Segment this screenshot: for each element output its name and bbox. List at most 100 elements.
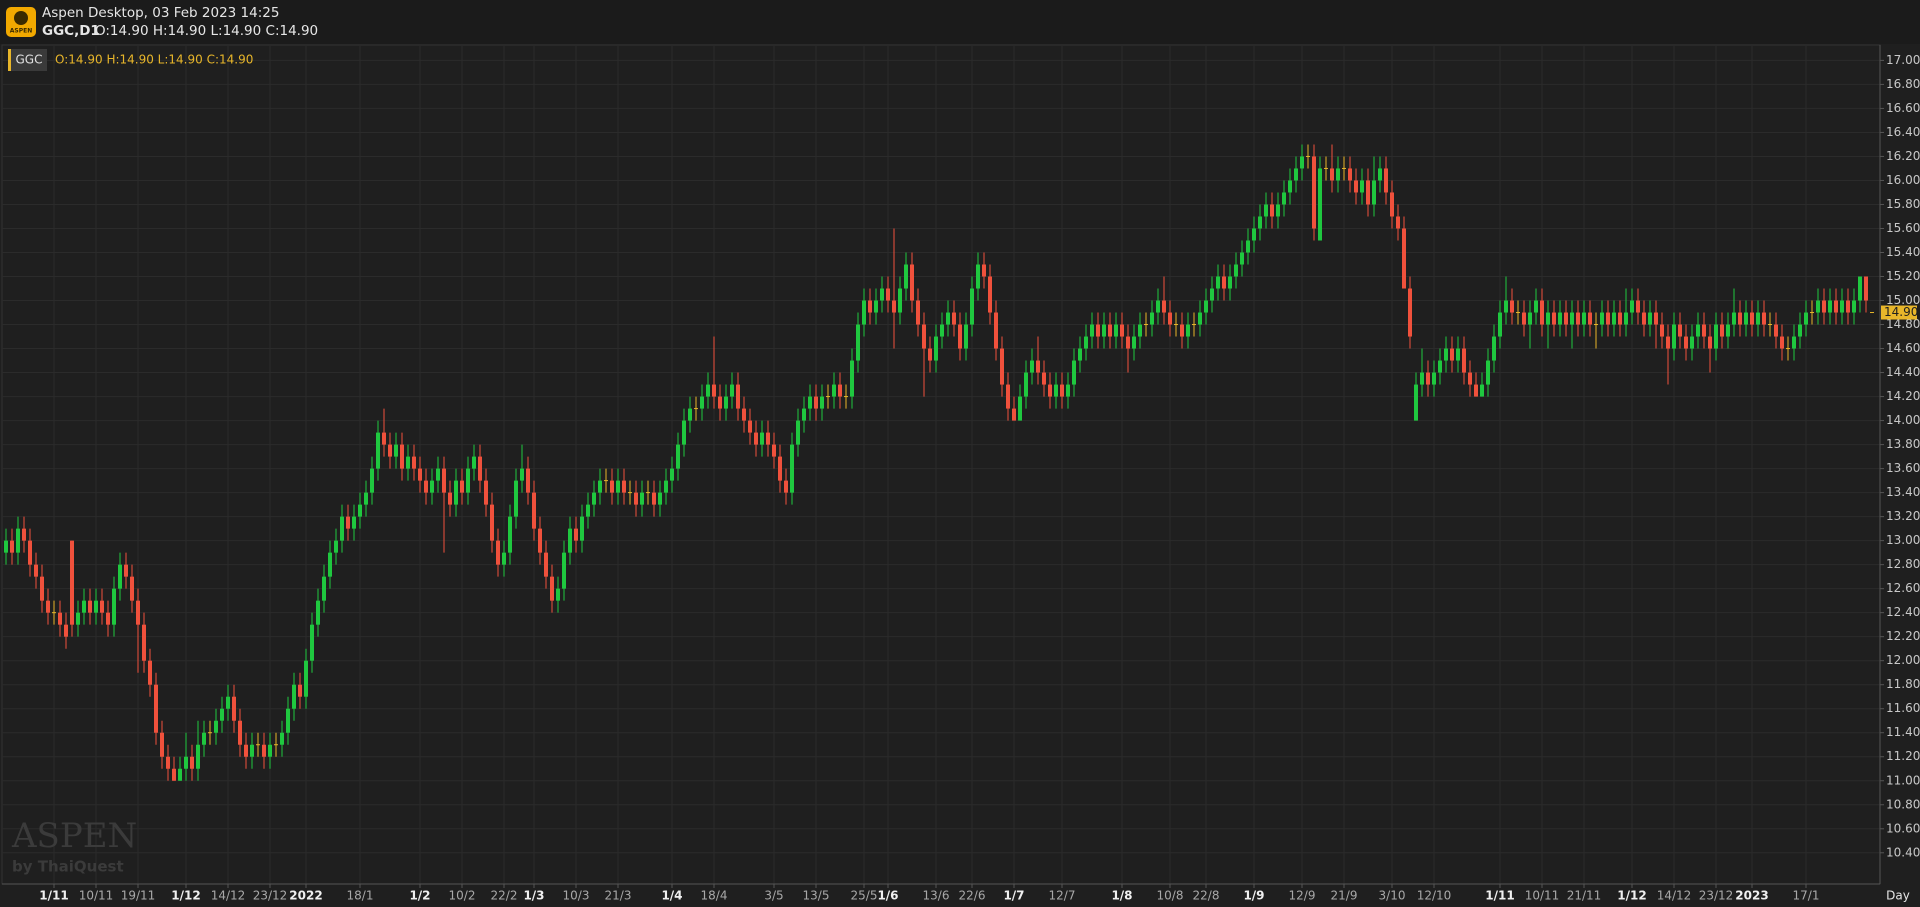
x-tick-label: 14/12 — [1657, 889, 1692, 903]
candle-body — [580, 516, 584, 541]
candle-body — [178, 768, 182, 781]
logo-text: ASPEN — [10, 28, 32, 35]
window-title: Aspen Desktop, 03 Feb 2023 14:25 — [42, 5, 279, 21]
x-tick-label: 17/1 — [1793, 889, 1820, 903]
candle-body — [448, 492, 452, 505]
candle-body — [1498, 312, 1502, 337]
candle-body — [1600, 312, 1604, 325]
candle-body — [94, 600, 98, 613]
candle-body — [1480, 384, 1484, 397]
candle-body — [862, 300, 866, 325]
candle-body — [70, 540, 74, 625]
y-tick-label: 12.40 — [1886, 605, 1920, 619]
candle-body — [1618, 312, 1622, 325]
candle-body — [376, 432, 380, 469]
candle-body — [1204, 300, 1208, 313]
x-tick-label: 13/6 — [923, 889, 950, 903]
y-tick-label: 16.00 — [1886, 173, 1920, 187]
candle-body — [1402, 228, 1406, 289]
header-ohlc: O:14.90 H:14.90 L:14.90 C:14.90 — [95, 23, 318, 39]
grid — [2, 46, 1880, 884]
candle-body — [1150, 312, 1154, 325]
candle-body — [1336, 168, 1340, 181]
candle-body — [442, 468, 446, 493]
x-tick-label: 1/7 — [1003, 889, 1024, 903]
candle-body — [1858, 276, 1862, 301]
last-price-label: 14.90 — [1884, 305, 1918, 319]
candle-body — [46, 600, 50, 613]
candle-body — [1294, 168, 1298, 181]
candle-body — [136, 600, 140, 625]
candle-body — [340, 516, 344, 541]
candle-body — [874, 300, 878, 313]
candle-body — [1540, 300, 1544, 325]
candle-body — [514, 480, 518, 517]
y-tick-label: 14.60 — [1886, 341, 1920, 355]
candle-body — [544, 552, 548, 577]
candle-body — [160, 732, 164, 757]
x-tick-label: 25/5 — [851, 889, 878, 903]
candle-body — [982, 264, 986, 277]
candle-body — [1702, 324, 1706, 337]
legend-symbol-box[interactable] — [8, 49, 47, 71]
candle-body — [1486, 360, 1490, 385]
candle-body — [1528, 312, 1532, 325]
x-tick-label: 1/11 — [1485, 889, 1514, 903]
candle-body — [790, 444, 794, 493]
x-tick-label: 3/10 — [1379, 889, 1406, 903]
x-tick-label: 18/4 — [701, 889, 728, 903]
candle-body — [1444, 348, 1448, 361]
candle-body — [1408, 288, 1412, 337]
y-tick-label: 16.80 — [1886, 77, 1920, 91]
candle-body — [1558, 312, 1562, 325]
candle-body — [1822, 300, 1826, 313]
candle-body — [154, 684, 158, 733]
x-tick-label: 1/11 — [39, 889, 68, 903]
y-tick-label: 11.60 — [1886, 701, 1920, 715]
candle-body — [1630, 300, 1634, 313]
candle-body — [112, 588, 116, 625]
x-tick-label: 10/3 — [563, 889, 590, 903]
candle-body — [472, 456, 476, 469]
y-tick-label: 14.20 — [1886, 389, 1920, 403]
x-tick-label: 18/1 — [347, 889, 374, 903]
candle-body — [688, 408, 692, 421]
candle-body — [1420, 372, 1424, 385]
candle-body — [1684, 336, 1688, 349]
candle-body — [1222, 276, 1226, 289]
candle-body — [406, 456, 410, 469]
x-tick-label: 1/9 — [1243, 889, 1264, 903]
candle-body — [976, 264, 980, 289]
candle-body — [1048, 384, 1052, 397]
candle-body — [490, 504, 494, 541]
candle-body — [1066, 384, 1070, 397]
candle-body — [1090, 324, 1094, 337]
y-tick-label: 13.40 — [1886, 485, 1920, 499]
x-tick-label: 10/2 — [449, 889, 476, 903]
candle-body — [868, 300, 872, 313]
candle-body — [1384, 168, 1388, 193]
y-tick-label: 10.80 — [1886, 797, 1920, 811]
x-tick-label: 1/12 — [171, 889, 200, 903]
candle-body — [706, 384, 710, 397]
candle-body — [508, 516, 512, 553]
candle-body — [736, 384, 740, 409]
candle-body — [1234, 264, 1238, 277]
candle-body — [778, 456, 782, 481]
candle-body — [118, 564, 122, 589]
candle-body — [1366, 180, 1370, 205]
candle-body — [1252, 228, 1256, 241]
candle-body — [400, 444, 404, 469]
x-tick-label: 22/6 — [959, 889, 986, 903]
candle-body — [334, 540, 338, 553]
candle-body — [1456, 348, 1460, 361]
y-tick-label: 17.00 — [1886, 53, 1920, 67]
candle-body — [1000, 348, 1004, 385]
candle-body — [1414, 384, 1418, 421]
y-tick-label: 13.00 — [1886, 533, 1920, 547]
candle-body — [634, 492, 638, 505]
candle-body — [184, 756, 188, 769]
y-tick-label: 11.40 — [1886, 725, 1920, 739]
